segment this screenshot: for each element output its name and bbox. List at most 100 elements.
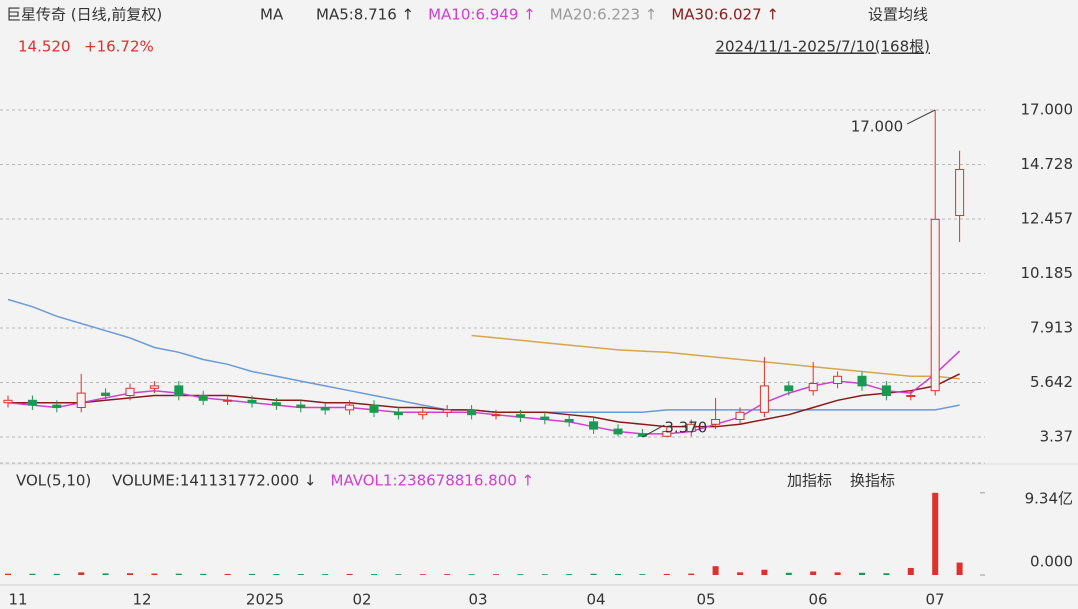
volume-bar <box>834 572 841 575</box>
candle-body <box>491 414 501 417</box>
x-tick-label: 02 <box>352 591 371 609</box>
legend-entry: MA30:6.027 ↑ <box>671 6 779 24</box>
x-tick-label: 11 <box>8 591 27 609</box>
indicator[interactable]: MA <box>260 6 284 24</box>
volume-bar <box>102 573 109 575</box>
annotation-arrow <box>642 424 665 438</box>
legend-entry: MA5:8.716 ↑ <box>316 6 414 24</box>
y-tick-label: 3.37 <box>1040 428 1073 446</box>
x-tick-label: 12 <box>132 591 151 609</box>
volume-bar <box>371 574 377 575</box>
candle-body <box>393 411 403 416</box>
volume-bar <box>175 573 182 575</box>
y-tick-label: 17.000 <box>1021 100 1074 118</box>
candle-body <box>442 409 452 413</box>
candle-body <box>662 430 672 437</box>
volume-bar <box>200 573 207 575</box>
y-tick-label: 10.185 <box>1021 264 1074 282</box>
volume-tick-label: 0.000 <box>1030 553 1073 571</box>
x-tick-label: 2025 <box>246 591 284 609</box>
volume-bar <box>249 573 255 575</box>
ma-line <box>8 373 960 428</box>
candle-body <box>540 416 550 420</box>
candle-body <box>686 423 696 432</box>
candle-body <box>930 218 940 392</box>
switch-indicator[interactable]: 换指标 <box>850 472 895 490</box>
volume-bar <box>590 573 597 575</box>
ma-line <box>471 334 960 380</box>
candle-body <box>271 402 281 406</box>
x-tick-label: 06 <box>808 591 827 609</box>
x-tick-label: 03 <box>468 591 487 609</box>
volume-bar <box>53 573 60 575</box>
volume-bar <box>5 573 11 575</box>
x-tick-label: 04 <box>586 591 605 609</box>
chart-title: 巨星传奇 (日线,前复权) <box>6 6 162 24</box>
candle-body <box>613 428 623 435</box>
volume-bar <box>517 574 524 575</box>
candle-body <box>711 418 721 425</box>
volume-title: VOL(5,10) <box>16 472 91 490</box>
candle-body <box>467 409 477 416</box>
candle-body <box>857 375 867 387</box>
candle-body <box>515 414 525 418</box>
candle-body <box>881 385 891 396</box>
legend-entry: MA20:6.223 ↑ <box>550 6 658 24</box>
volume-bar <box>346 573 353 575</box>
candle-body <box>52 404 62 408</box>
volume-bar <box>444 574 451 575</box>
candle-body <box>198 394 208 401</box>
candle-body <box>906 394 916 397</box>
candle-body <box>589 421 599 430</box>
change: +16.72% <box>84 38 154 56</box>
candle-body <box>320 406 330 411</box>
candle-body <box>564 418 574 423</box>
volume-bar <box>273 574 280 575</box>
annotation-label: 17.000 <box>851 117 904 135</box>
volume-bar <box>297 574 304 575</box>
annotation-arrow <box>906 109 936 125</box>
volume-bar <box>907 567 914 575</box>
candle-body <box>369 404 379 413</box>
volume-bar <box>712 566 719 575</box>
volume-bar <box>566 574 573 575</box>
candle-body <box>784 385 794 392</box>
volume-bar <box>78 572 85 575</box>
candle-body <box>27 399 37 406</box>
volume-tick-label: 9.34亿 <box>1025 489 1073 507</box>
candle-body <box>101 392 111 396</box>
x-tick-label: 07 <box>925 591 944 609</box>
volume-bar <box>737 572 743 575</box>
candle-body <box>833 375 843 384</box>
volume-bar <box>224 573 231 575</box>
y-tick-label: 14.728 <box>1021 155 1074 173</box>
x-tick-label: 05 <box>696 591 715 609</box>
candle-body <box>418 411 428 416</box>
volume-bar <box>493 574 499 575</box>
volume-bar <box>127 573 133 575</box>
add-indicator[interactable]: 加指标 <box>787 472 832 490</box>
candle-body <box>345 404 355 411</box>
volume-bar <box>761 569 768 575</box>
volume-bar <box>663 573 670 575</box>
volume-bar <box>883 573 890 575</box>
volume-bar <box>932 492 939 575</box>
candle-body <box>125 387 135 396</box>
candle-body <box>149 385 159 389</box>
volume-legend: VOLUME:141131772.000 ↓ <box>112 472 317 490</box>
volume-bar <box>810 571 817 575</box>
range-label: 2024/11/1-2025/7/10(168根) <box>715 38 930 56</box>
volume-bar <box>688 573 695 575</box>
volume-bar <box>151 573 158 575</box>
volume-bar <box>322 574 329 575</box>
volume-bar <box>639 574 646 575</box>
candle-body <box>955 168 965 217</box>
y-tick-label: 5.642 <box>1030 373 1073 391</box>
last-price: 14.520 <box>18 38 71 56</box>
volume-bar <box>541 574 548 575</box>
settings-button[interactable]: 设置均线 <box>868 6 928 24</box>
candle-body <box>808 382 818 392</box>
volume-bar <box>29 573 36 575</box>
